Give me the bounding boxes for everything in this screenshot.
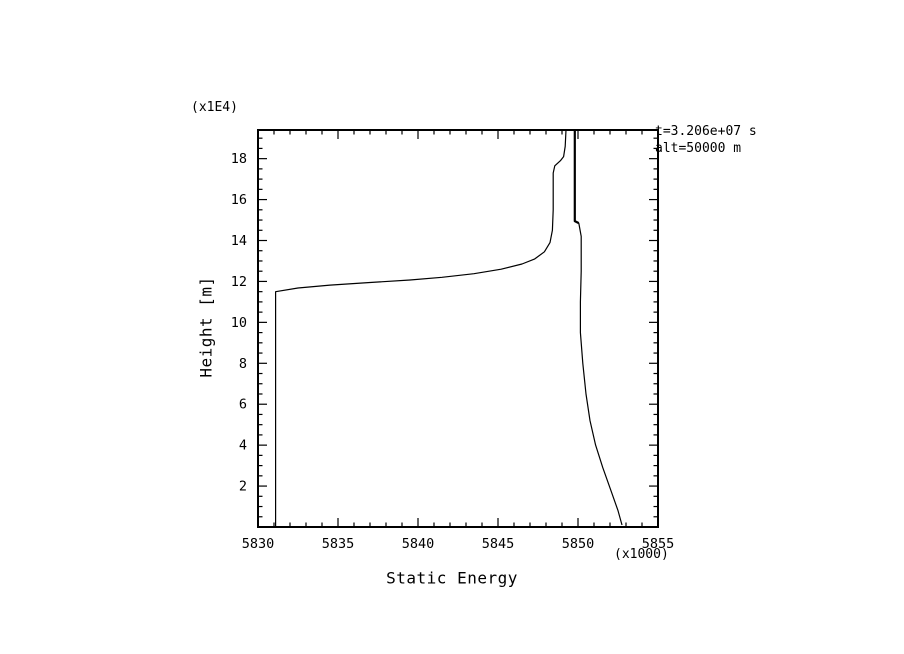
x-tick-label: 5845: [482, 536, 515, 552]
y-tick-label: 8: [239, 356, 247, 372]
y-tick-label: 14: [231, 233, 247, 249]
tick-labels: 5830 5835 5840 5845 5850 5855 2 4 6 8 10 12 14 16 18: [231, 151, 675, 552]
y-tick-label: 10: [231, 315, 247, 331]
y-tick-label: 2: [239, 479, 247, 495]
y-tick-label: 16: [231, 192, 247, 208]
annotation-time: t=3.206e+07 s: [655, 124, 757, 139]
x-axis-title: Static Energy: [386, 568, 518, 588]
x-axis-ticks: [257, 130, 659, 527]
x-tick-label: 5830: [242, 536, 275, 552]
y-tick-label: 18: [231, 151, 247, 167]
y-axis-title: Height [m]: [196, 276, 216, 378]
x-tick-label: 5840: [402, 536, 435, 552]
annotation-altitude: alt=50000 m: [655, 141, 742, 156]
static-energy-profile-right: [578, 222, 623, 526]
plot-frame: [257, 129, 659, 528]
y-tick-label: 6: [239, 397, 247, 413]
y-axis-unit-label: (x1E4): [191, 100, 238, 115]
x-tick-label: 5850: [562, 536, 595, 552]
y-tick-label: 4: [239, 438, 247, 454]
x-axis-unit-label: (x1000): [614, 547, 669, 562]
static-energy-profile-upper-spike: [573, 130, 580, 225]
static-energy-profile-lower: [275, 129, 567, 527]
x-tick-label: 5835: [322, 536, 355, 552]
x-tick-label: 5855: [642, 536, 675, 552]
y-tick-label: 12: [231, 274, 247, 290]
y-axis-ticks: [258, 137, 658, 518]
